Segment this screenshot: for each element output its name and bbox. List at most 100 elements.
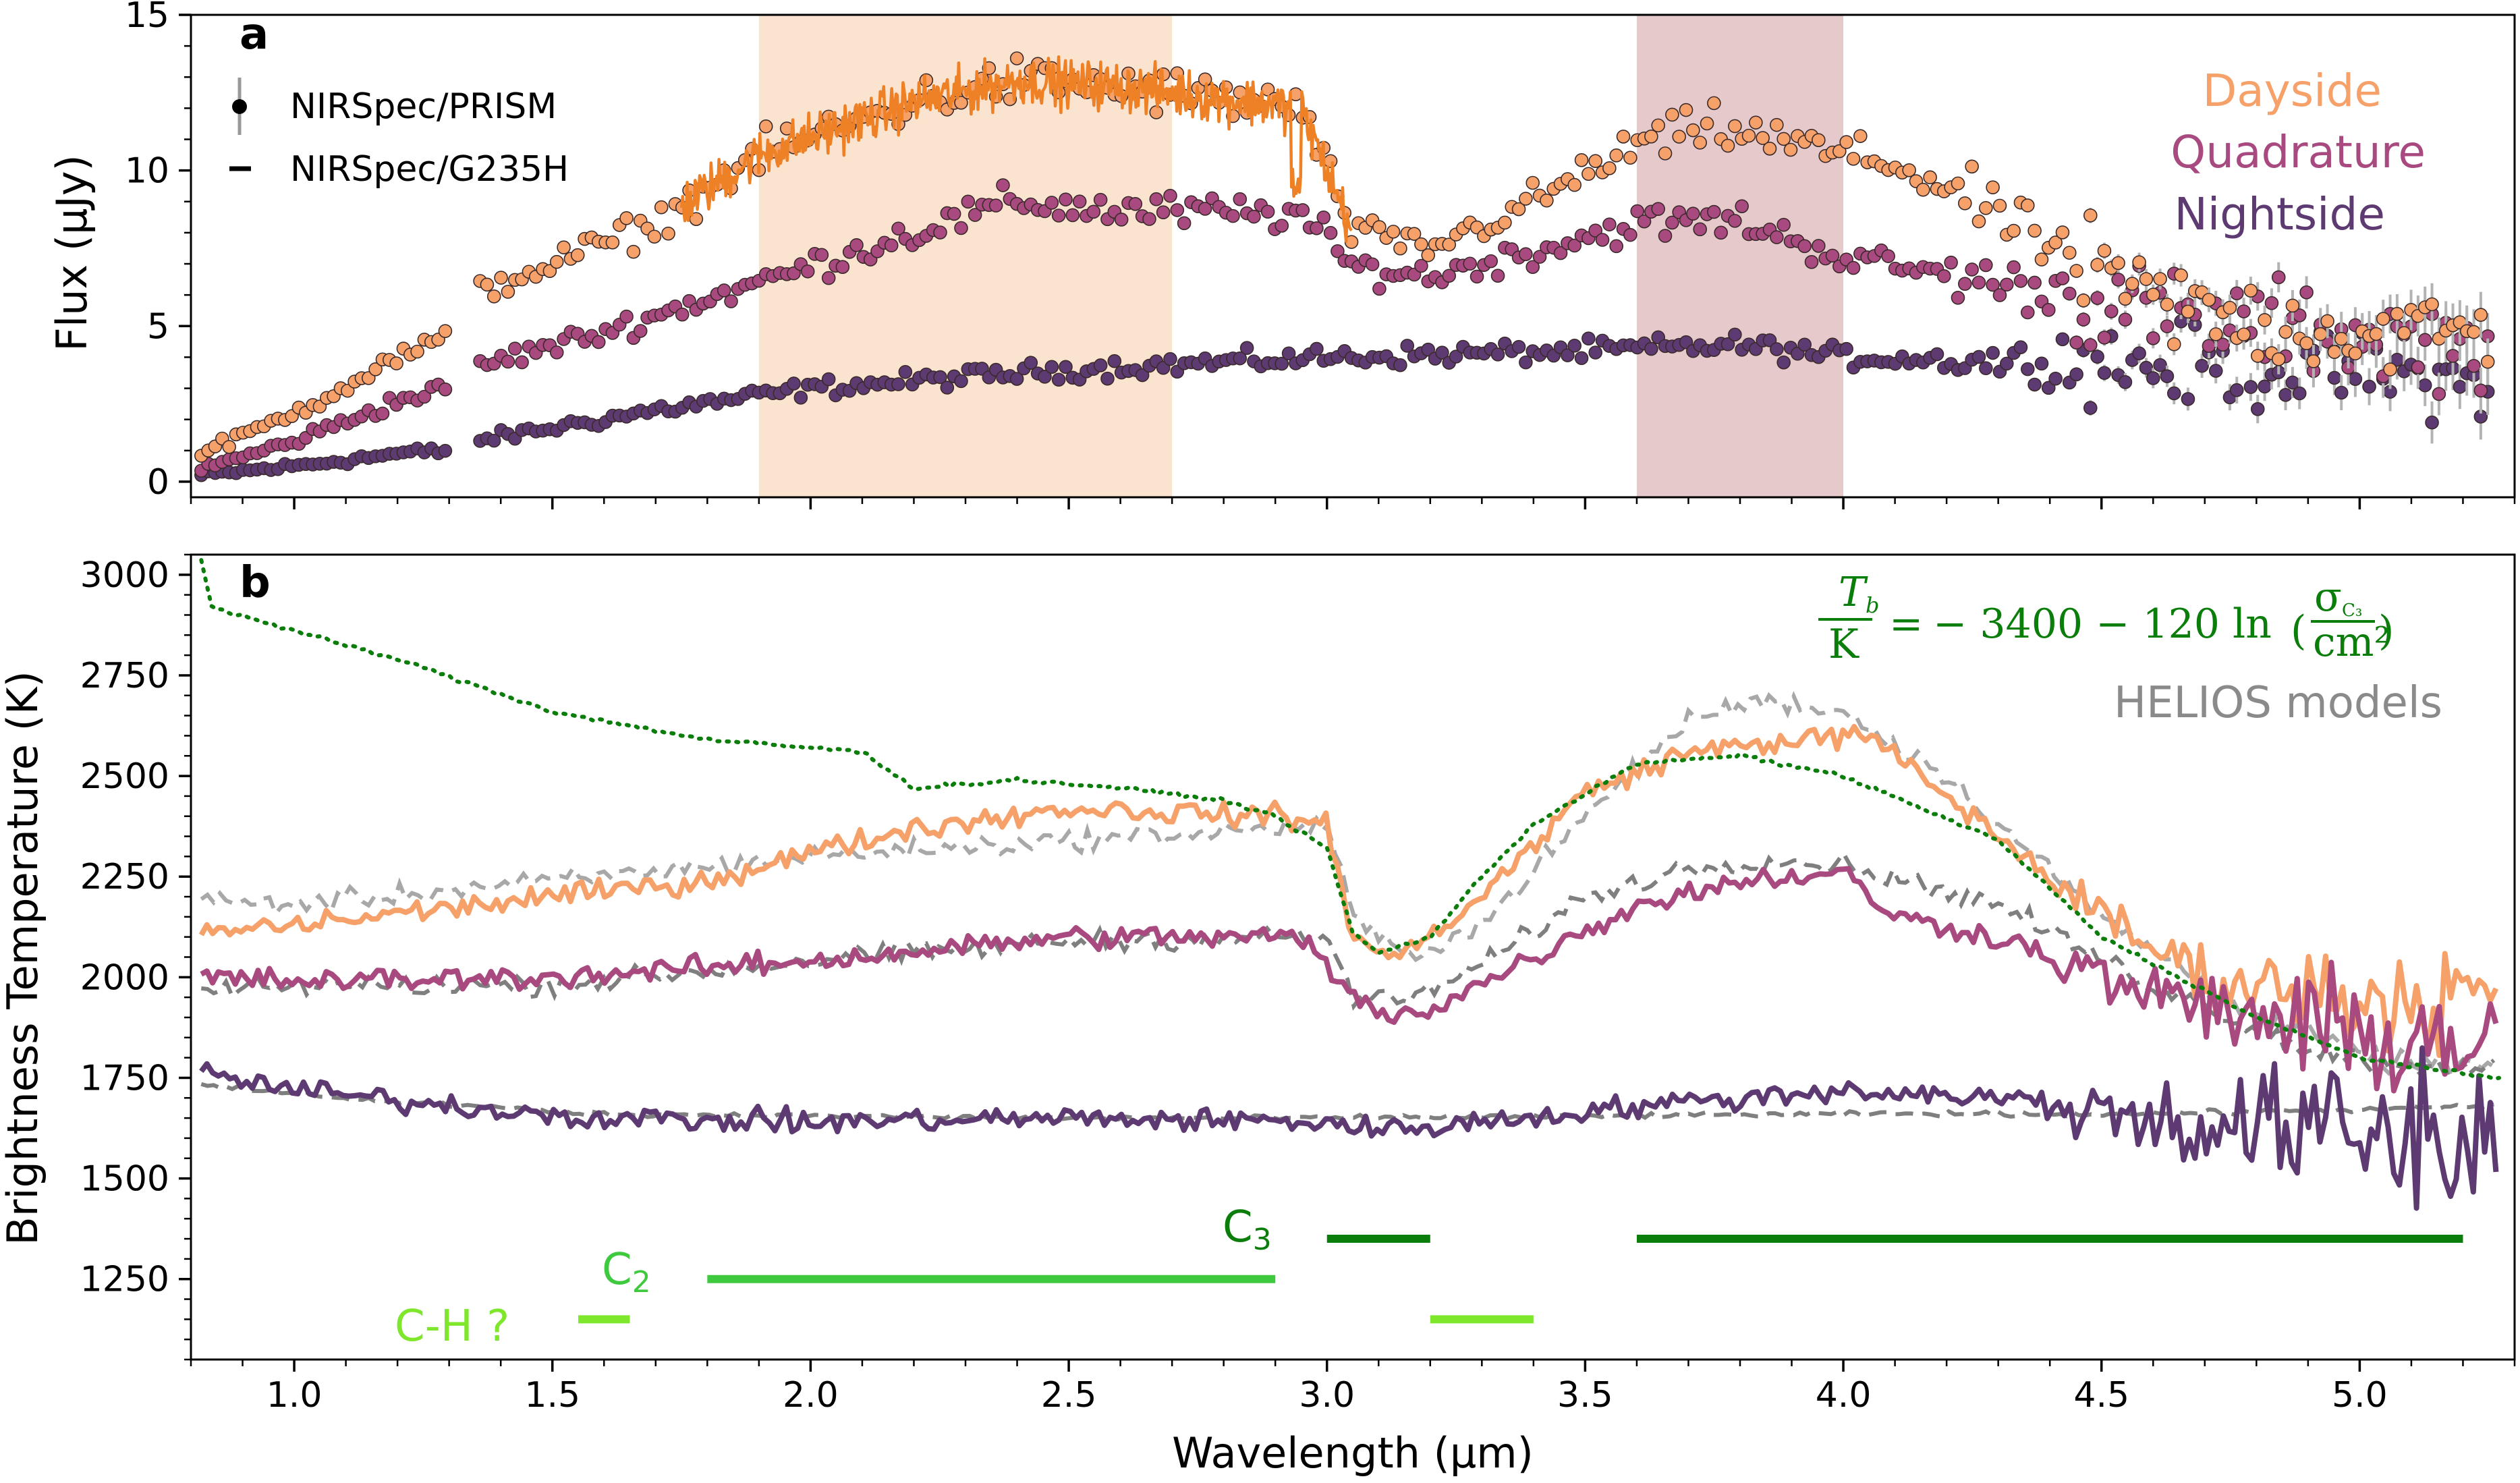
quadrature-point [1295,203,1310,217]
dayside-point [1720,138,1735,153]
dayside-point [1741,128,1756,143]
dayside-point [2153,272,2167,286]
quadrature-point [800,264,815,279]
quadrature-point [675,307,690,322]
nightside-point [1100,371,1115,386]
quadrature-point [1944,255,1958,270]
quadrature-point [1971,275,1986,290]
quadrature-point [1414,258,1428,273]
dayside-point [1832,144,1847,159]
nightside-point [2083,401,2098,415]
dayside-point [1393,241,1407,256]
nightside-point [1720,337,1735,352]
quadrature-point [2237,304,2251,318]
quadrature-point [947,206,961,221]
quadrature-point [2411,360,2426,374]
ch-band-label: C-H ? [395,1302,509,1351]
quadrature-point [1086,204,1101,219]
dayside-point [2132,255,2146,269]
nightside-point [1567,339,1582,353]
nightside-point [1999,356,2014,371]
dayside-point [570,248,585,262]
formula-paren-left: ( [2291,607,2306,654]
dayside-point [2055,225,2070,240]
dayside-point [1902,163,1916,177]
quadrature-point [1595,233,1610,247]
dayside-point [661,226,675,241]
dayside-point [480,277,495,292]
quadrature-point [1044,196,1059,210]
nightside-point [1644,341,1658,356]
dayside-point [2383,362,2397,376]
dayside-point [1693,136,1707,150]
dayside-point [2125,277,2139,291]
dayside-point [1149,105,1164,119]
dayside-point [1574,152,1589,167]
dayside-point [1588,154,1603,169]
panel-a-ticks: 0 5 10 15 [125,0,2516,509]
quadrature-point [2090,291,2104,306]
panel-b-lines [198,558,2501,1211]
dayside-point [1965,159,1979,174]
quadrature-point [1812,239,1826,253]
quadrature-point [1630,204,1644,219]
quadrature-point [1316,210,1331,225]
dayside-point [2390,306,2405,321]
dayside-point [1916,182,1930,197]
y-tick-label: 15 [125,0,169,36]
dayside-point [2250,349,2265,363]
nightside-point [438,443,453,458]
legend-prism-marker [232,99,247,114]
quadrature-point [1519,247,1533,262]
quadrature-point [1937,269,1951,283]
quadrature-point [1958,277,1972,291]
dayside-point [1978,201,1993,215]
nightside-point [486,433,501,448]
dayside-point [2467,325,2481,339]
quadrature-point [724,294,738,308]
nightside-point [1770,342,1784,356]
quadrature-point [1707,204,1721,219]
quadrature-point [501,354,515,369]
dayside-point [494,271,508,285]
x-tick-label: 3.5 [1557,1375,1613,1416]
nightside-point [891,377,905,391]
quadrature-point [2055,271,2070,285]
quadrature-point [2202,339,2216,354]
dayside-point [438,324,453,338]
y-tick-label: 1250 [80,1260,169,1300]
dayside-point [1700,116,1714,131]
quadrature-point [1797,239,1812,254]
dayside-point [222,440,236,454]
dayside-point [549,254,564,269]
dayside-point [626,244,641,259]
dayside-point [1407,227,1422,241]
dayside-point [1679,103,1693,117]
x-tick-label: 2.0 [783,1375,839,1416]
nightside-point [787,376,801,391]
dayside-point [2139,272,2154,286]
dayside-point [1602,161,1617,175]
dayside-point [1986,180,2000,194]
nightside-point [1051,372,1066,387]
nightside-point [1511,339,1526,354]
quadrature-point [2467,359,2481,373]
dayside-point [2376,312,2390,326]
quadrature-point [507,341,522,356]
quadrature-point [1323,225,1338,240]
quadrature-point [1051,208,1066,223]
dayside-point [501,285,515,299]
y-tick-label: 5 [147,306,169,347]
quadrature-point [849,237,864,252]
formula-lhs-denominator: K [1828,621,1859,668]
nightside-point [1009,372,1024,386]
quadrature-point [549,345,564,360]
nightside-point [1581,331,1596,345]
nightside-point [1135,368,1150,383]
dayside-point [2397,326,2411,340]
formula-rhs-denominator: cm² [2313,619,2390,666]
quadrature-point [1142,212,1156,226]
nightside-point [2020,362,2035,376]
nightside-point [1239,341,1254,356]
nightside-point [2417,378,2432,393]
